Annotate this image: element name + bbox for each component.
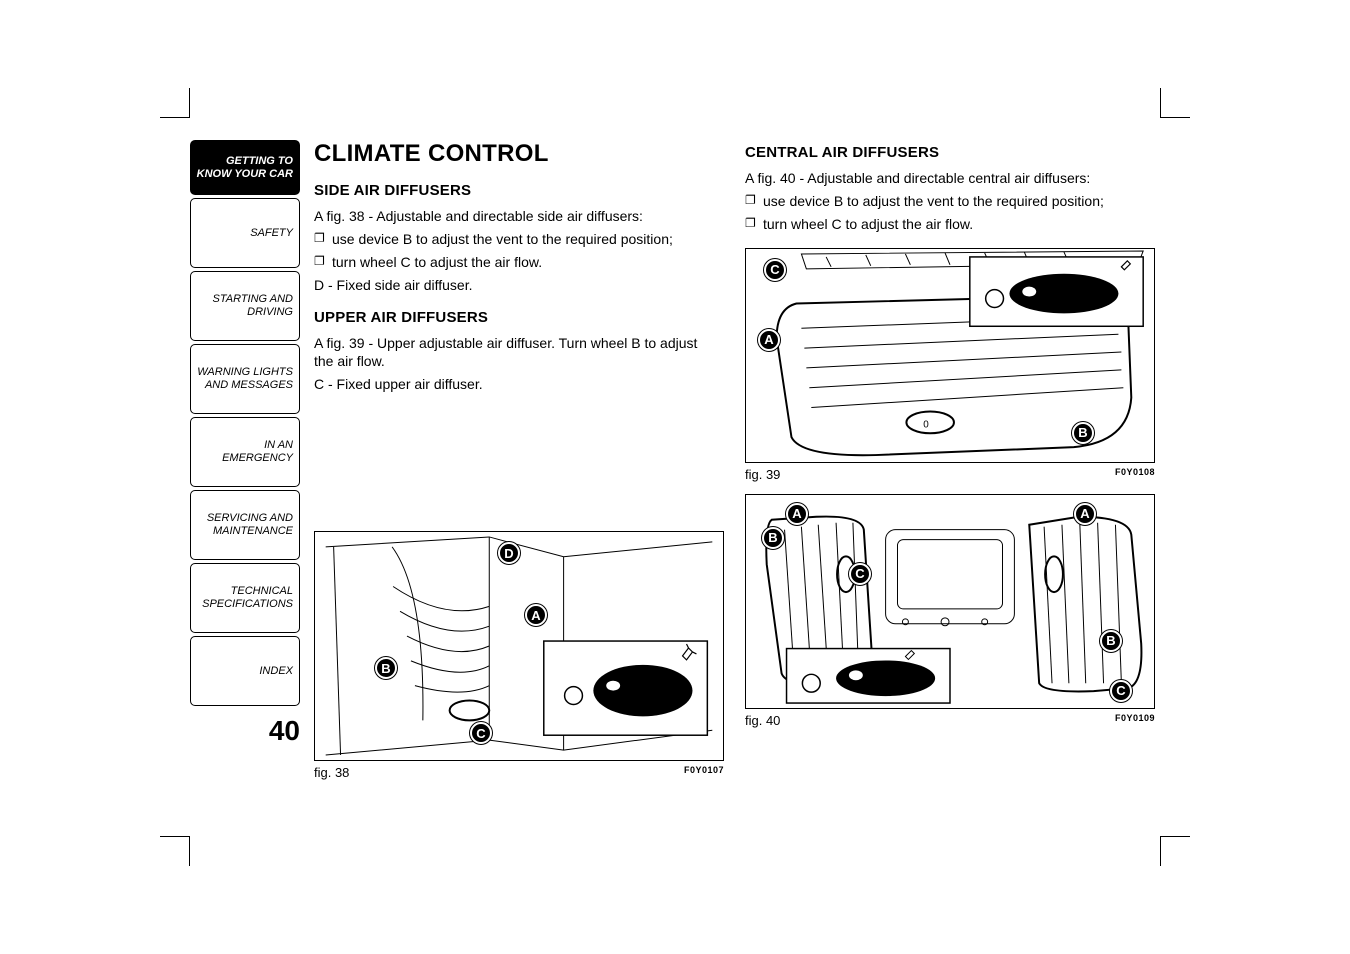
tab-label: SAFETY [250,227,293,240]
central-diffusers-list: use device B to adjust the vent to the r… [745,192,1160,234]
fig39-caption: fig. 39 [745,467,780,482]
figure-40: A A B B C C [745,494,1155,709]
tab-label: IN AN EMERGENCY [191,439,293,464]
fig40-callout-a2: A [1074,503,1096,525]
fig40-callout-a1: A [786,503,808,525]
fig40-callout-b2: B [1100,630,1122,652]
fig38-caption-row: fig. 38 F0Y0107 [314,765,724,780]
tab-warning-lights[interactable]: WARNING LIGHTSAND MESSAGES [190,344,300,414]
right-column: CENTRAL AIR DIFFUSERS A fig. 40 - Adjust… [737,140,1160,780]
tab-getting-to-know[interactable]: GETTING TOKNOW YOUR CAR [190,140,300,195]
crop-mark-tr [1160,88,1190,118]
tab-label: TECHNICALSPECIFICATIONS [202,585,293,610]
fig39-callout-c: C [764,259,786,281]
section-tabs-sidebar: GETTING TOKNOW YOUR CAR SAFETY STARTING … [190,140,300,780]
fig38-callout-c: C [470,722,492,744]
fig40-callout-b1: B [762,527,784,549]
fig40-caption-row: fig. 40 F0Y0109 [745,713,1155,728]
fig40-code: F0Y0109 [1115,713,1155,728]
tab-label: WARNING LIGHTSAND MESSAGES [197,366,293,391]
fig40-callout-c2: C [1110,680,1132,702]
tab-emergency[interactable]: IN AN EMERGENCY [190,417,300,487]
upper-diffusers-heading: UPPER AIR DIFFUSERS [314,309,719,326]
page-title: CLIMATE CONTROL [314,140,719,168]
fig38-caption: fig. 38 [314,765,349,780]
figure-38: D A B C [314,531,724,761]
central-diffusers-heading: CENTRAL AIR DIFFUSERS [745,144,1160,161]
tab-servicing[interactable]: SERVICING ANDMAINTENANCE [190,490,300,560]
fig39-callout-b: B [1072,422,1094,444]
svg-text:0: 0 [923,419,929,430]
tab-index[interactable]: INDEX [190,636,300,706]
fig38-callout-b: B [375,657,397,679]
list-item: turn wheel C to adjust the air flow. [314,253,719,272]
fig39-code: F0Y0108 [1115,467,1155,482]
fig39-caption-row: fig. 39 F0Y0108 [745,467,1155,482]
fig38-code: F0Y0107 [684,765,724,780]
side-diffusers-list: use device B to adjust the vent to the r… [314,230,719,272]
side-diffusers-tail: D - Fixed side air diffuser. [314,276,719,295]
fig38-callout-d: D [498,542,520,564]
page-spread: GETTING TOKNOW YOUR CAR SAFETY STARTING … [190,140,1160,780]
central-diffusers-intro: A fig. 40 - Adjustable and directable ce… [745,169,1160,188]
crop-mark-tl [160,88,190,118]
figure-39: 0 C A B [745,248,1155,463]
side-diffusers-heading: SIDE AIR DIFFUSERS [314,182,719,199]
page-content: CLIMATE CONTROL SIDE AIR DIFFUSERS A fig… [300,140,1160,780]
tab-label: STARTING ANDDRIVING [213,293,293,318]
tab-label: INDEX [259,665,293,678]
tab-safety[interactable]: SAFETY [190,198,300,268]
tab-starting-driving[interactable]: STARTING ANDDRIVING [190,271,300,341]
fig38-callout-a: A [525,604,547,626]
tab-tech-specs[interactable]: TECHNICALSPECIFICATIONS [190,563,300,633]
crop-mark-br [1160,836,1190,866]
list-item: turn wheel C to adjust the air flow. [745,215,1160,234]
side-diffusers-intro: A fig. 38 - Adjustable and directable si… [314,207,719,226]
fig38-diagram [315,532,723,760]
upper-diffusers-p1: A fig. 39 - Upper adjustable air diffuse… [314,334,719,372]
fig40-callout-c1: C [849,563,871,585]
fig39-callout-a: A [758,329,780,351]
list-item: use device B to adjust the vent to the r… [314,230,719,249]
tab-label: GETTING TOKNOW YOUR CAR [197,155,293,180]
page-number: 40 [190,715,300,747]
fig40-diagram [746,495,1154,708]
left-column: CLIMATE CONTROL SIDE AIR DIFFUSERS A fig… [314,140,737,780]
tab-label: SERVICING ANDMAINTENANCE [207,512,293,537]
upper-diffusers-p2: C - Fixed upper air diffuser. [314,375,719,394]
list-item: use device B to adjust the vent to the r… [745,192,1160,211]
fig40-caption: fig. 40 [745,713,780,728]
crop-mark-bl [160,836,190,866]
